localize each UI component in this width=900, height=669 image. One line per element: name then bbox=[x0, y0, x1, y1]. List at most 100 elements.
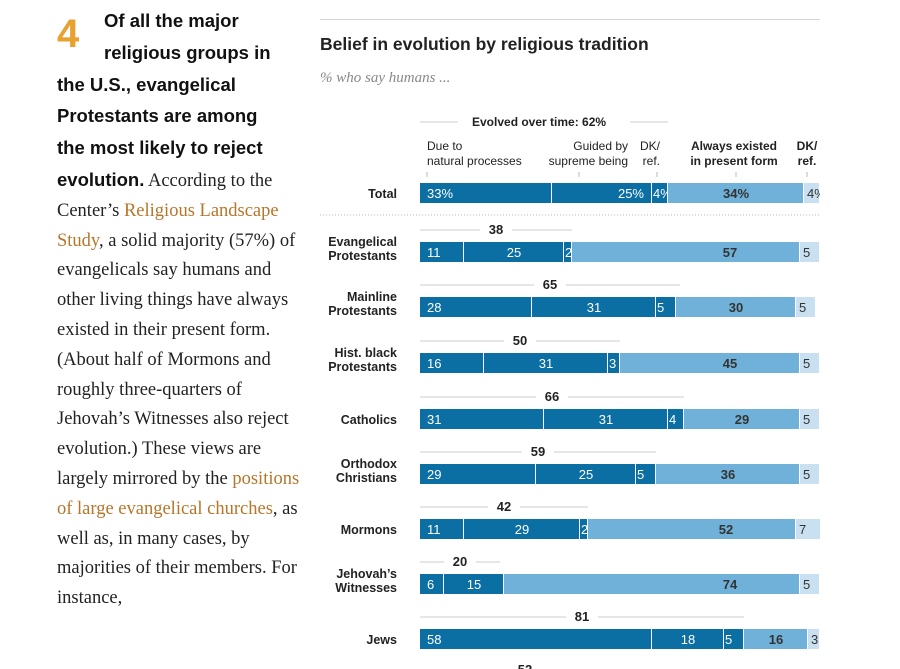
evolved-total-label: 42 bbox=[497, 499, 511, 514]
bar-segment bbox=[420, 574, 443, 594]
bar-segment bbox=[464, 242, 563, 262]
article-column: 4 Of all the major religious groups in t… bbox=[57, 6, 307, 614]
bar-segment bbox=[420, 519, 463, 539]
column-header-label: Always existed bbox=[691, 139, 777, 153]
paragraph-text: , as well as, in many cases, by majoriti… bbox=[57, 498, 298, 609]
bar-value-label: 16 bbox=[427, 356, 441, 371]
bar-value-label: 29 bbox=[735, 412, 749, 427]
evolved-total-label: 38 bbox=[489, 222, 503, 237]
bar-value-label: 11 bbox=[427, 522, 441, 537]
evolved-total-label: 20 bbox=[453, 554, 467, 569]
bar-value-label: 16 bbox=[769, 632, 783, 647]
evolved-total-label: 66 bbox=[545, 389, 559, 404]
bar-value-label: 36 bbox=[721, 467, 735, 482]
column-header-label: in present form bbox=[690, 154, 777, 168]
bar-segment bbox=[800, 574, 819, 594]
bar-value-label: 18 bbox=[681, 632, 695, 647]
bar-segment bbox=[724, 629, 743, 649]
bar-segment bbox=[636, 464, 655, 484]
bar-value-label: 5 bbox=[637, 467, 644, 482]
bar-value-label: 34% bbox=[723, 186, 749, 201]
evangelical-churches-link[interactable]: positions of large evangelical churches bbox=[57, 468, 300, 519]
bar-segment bbox=[744, 629, 807, 649]
bar-value-label: 5 bbox=[725, 632, 732, 647]
row-label: Mainline bbox=[347, 290, 397, 304]
bar-segment bbox=[420, 629, 651, 649]
bar-value-label: 4 bbox=[669, 412, 676, 427]
row-label: Witnesses bbox=[335, 581, 397, 595]
bar-value-label: 58 bbox=[427, 632, 441, 647]
bar-value-label: 5 bbox=[803, 467, 810, 482]
row-label: Evangelical bbox=[328, 235, 397, 249]
bar-value-label: 29 bbox=[427, 467, 441, 482]
lead-end: evolution. bbox=[57, 168, 145, 190]
bar-segment bbox=[504, 574, 799, 594]
bar-value-label: 4% bbox=[807, 186, 820, 201]
bar-segment bbox=[668, 409, 683, 429]
evolved-total-label: 59 bbox=[531, 444, 545, 459]
lead-line: religious groups in bbox=[104, 41, 271, 63]
row-label: Protestants bbox=[328, 249, 397, 263]
bar-segment bbox=[796, 519, 820, 539]
column-header-label: Due to bbox=[427, 139, 463, 153]
chart-top-rule bbox=[320, 19, 820, 20]
bar-segment bbox=[656, 297, 675, 317]
bar-segment bbox=[544, 409, 667, 429]
row-label: Protestants bbox=[328, 360, 397, 374]
bar-segment bbox=[676, 297, 795, 317]
section-number: 4 bbox=[57, 12, 80, 56]
bar-segment bbox=[420, 297, 531, 317]
bar-segment bbox=[800, 353, 819, 373]
bar-segment bbox=[808, 629, 819, 649]
bar-segment bbox=[580, 519, 587, 539]
row-label: Christians bbox=[336, 471, 397, 485]
bar-segment bbox=[588, 519, 795, 539]
chart-subtitle: % who say humans ... bbox=[320, 70, 451, 86]
bar-segment bbox=[668, 183, 803, 203]
bar-value-label: 2 bbox=[565, 245, 572, 260]
bar-value-label: 52 bbox=[719, 522, 733, 537]
bar-segment bbox=[532, 297, 655, 317]
paragraph-text: , a solid majority (57%) of evangelicals… bbox=[57, 230, 296, 489]
bar-value-label: 5 bbox=[657, 300, 664, 315]
bar-segment bbox=[536, 464, 635, 484]
bar-value-label: 57 bbox=[723, 245, 737, 260]
header-evolved-label: Evolved over time: 62% bbox=[472, 115, 606, 129]
bar-segment bbox=[444, 574, 503, 594]
bar-value-label: 25 bbox=[507, 245, 521, 260]
bar-segment bbox=[652, 183, 667, 203]
bar-segment bbox=[608, 353, 619, 373]
article-text: Of all the major religious groups in the… bbox=[57, 6, 307, 614]
bar-value-label: 3 bbox=[609, 356, 616, 371]
bar-segment bbox=[552, 183, 651, 203]
chart-container: Belief in evolution by religious traditi… bbox=[320, 0, 820, 669]
bar-value-label: 30 bbox=[729, 300, 743, 315]
bar-segment bbox=[800, 409, 819, 429]
bar-value-label: 29 bbox=[515, 522, 529, 537]
bar-segment bbox=[420, 242, 463, 262]
bar-value-label: 5 bbox=[803, 245, 810, 260]
bar-value-label: 33% bbox=[427, 186, 453, 201]
bar-value-label: 28 bbox=[427, 300, 441, 315]
bar-value-label: 2 bbox=[581, 522, 588, 537]
column-header-label: DK/ bbox=[640, 139, 661, 153]
row-label: Orthodox bbox=[341, 457, 397, 471]
bar-segment bbox=[564, 242, 571, 262]
bar-segment bbox=[800, 464, 819, 484]
bar-segment bbox=[684, 409, 799, 429]
bar-value-label: 31 bbox=[539, 356, 553, 371]
bar-segment bbox=[572, 242, 799, 262]
column-header-label: DK/ bbox=[797, 139, 818, 153]
column-header-label: Guided by bbox=[573, 139, 628, 153]
religious-landscape-study-link[interactable]: Religious Landscape Study bbox=[57, 200, 279, 251]
bar-segment bbox=[656, 464, 799, 484]
bar-segment bbox=[620, 353, 799, 373]
evolved-total-label: 52 bbox=[518, 662, 532, 669]
evolved-total-label: 65 bbox=[543, 277, 557, 292]
row-label: Mormons bbox=[341, 523, 397, 537]
lead-line: Of all the major bbox=[104, 10, 239, 31]
column-header-label: supreme being bbox=[549, 154, 628, 168]
row-label: Catholics bbox=[341, 413, 397, 427]
column-header-label: ref. bbox=[643, 154, 660, 168]
